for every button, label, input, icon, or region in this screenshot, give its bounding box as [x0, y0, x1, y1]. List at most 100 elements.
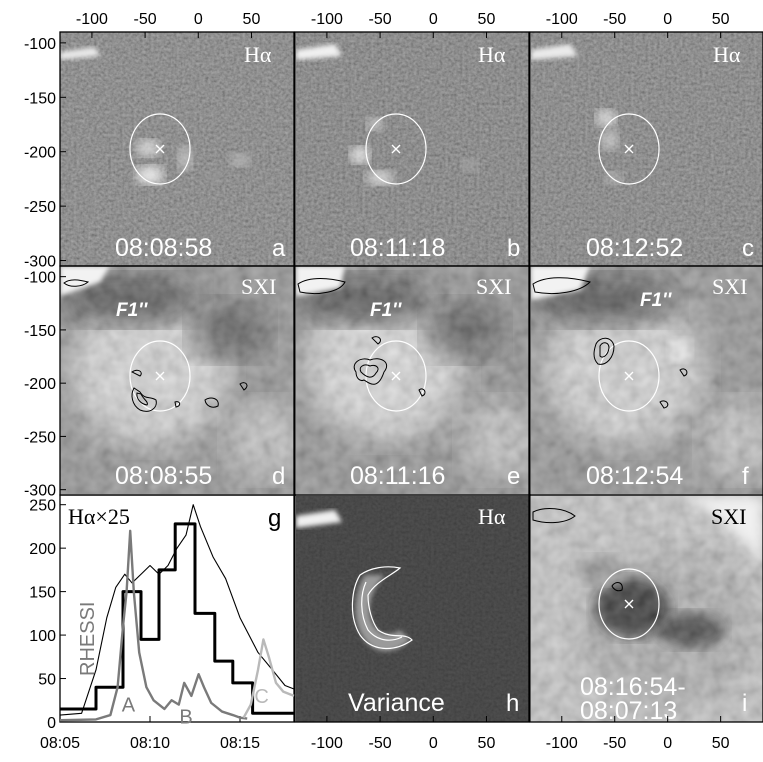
panel-i-sxi-difference	[531, 496, 763, 722]
ellipse-c	[598, 113, 660, 185]
bottom-tick-label: 50	[712, 735, 730, 752]
chart-y-tick-label: 100	[29, 628, 56, 645]
cross-e-icon	[391, 371, 401, 381]
panel-h-variance	[296, 496, 529, 722]
chart-y-tick-label: 50	[38, 672, 56, 689]
variance-contour-inner	[361, 581, 403, 641]
bottom-tick-label: -100	[311, 735, 343, 752]
panel-e-letter: e	[507, 463, 520, 490]
panel-h-letter: h	[506, 690, 519, 717]
cross-a-icon	[155, 144, 165, 154]
contour-d-flare-inner	[136, 392, 148, 406]
panel-b-type: Hα	[478, 42, 506, 67]
chart-y-tick-label: 200	[29, 541, 56, 558]
left-tick-label: -100	[24, 270, 56, 287]
ellipse-f	[598, 340, 660, 412]
cross-d-icon	[155, 371, 165, 381]
panel-c-letter: c	[742, 235, 754, 262]
chart-y-tick-label: 0	[47, 715, 56, 732]
chart-peak-label-b: B	[179, 707, 192, 729]
contour-d-small	[131, 369, 142, 377]
halpha-contours	[63, 277, 688, 592]
panel-e-type: SXI	[476, 274, 511, 299]
left-tick-label: -200	[24, 376, 56, 393]
bottom-tick-label: 0	[663, 735, 672, 752]
panel-d-sxi	[60, 266, 294, 494]
chart-peak-label-a: A	[122, 695, 136, 717]
chart-rhessi-label: RHESSI	[77, 602, 99, 676]
variance-contour-outer	[351, 566, 413, 650]
left-tick-label: -250	[24, 429, 56, 446]
contour-e-right	[418, 388, 426, 397]
panel-b-letter: b	[507, 235, 520, 262]
panel-g-letter: g	[268, 505, 281, 532]
axis-top: -100 -50 0 50 -100 -50 0 50 -100 -50 0 50	[76, 11, 730, 38]
panel-i-letter: i	[742, 690, 747, 717]
bottom-tick-label: 50	[478, 735, 496, 752]
ellipse-d	[129, 340, 191, 412]
contour-f-lower	[659, 400, 669, 409]
panel-f-type: SXI	[712, 274, 747, 299]
series-rhessi-line	[59, 529, 248, 722]
bottom-tick-label: -50	[369, 735, 392, 752]
cross-c-icon	[624, 144, 634, 154]
cross-f-icon	[624, 371, 634, 381]
bottom-tick-label: 0	[429, 735, 438, 752]
ellipse-a	[129, 113, 191, 185]
chart-x-tick-label: 08:15	[220, 735, 260, 752]
chart-y-tick-label: 250	[29, 498, 56, 515]
contour-e-flare-inner	[359, 364, 379, 378]
left-tick-label: -150	[24, 323, 56, 340]
panel-c-halpha	[531, 32, 763, 266]
left-tick-label: -100	[24, 36, 56, 53]
top-tick-label: 0	[429, 11, 438, 28]
panel-a-letter: a	[272, 235, 286, 262]
panel-d-time: 08:08:55	[115, 462, 212, 490]
top-tick-label: -50	[603, 11, 626, 28]
cross-i-icon	[624, 599, 634, 609]
contour-f-corner	[532, 277, 591, 295]
top-tick-label: 0	[194, 11, 203, 28]
panel-i-time2: 08:07:13	[580, 697, 677, 725]
panel-a-type: Hα	[244, 42, 272, 67]
contour-d-right	[204, 397, 219, 408]
ellipse-i	[598, 568, 660, 640]
top-tick-label: 50	[478, 11, 496, 28]
panel-b-time: 08:11:18	[350, 234, 445, 262]
left-tick-label: -300	[24, 254, 56, 271]
panel-a-halpha	[60, 32, 294, 266]
series-sxi-line	[59, 504, 295, 716]
panel-f-time: 08:12:54	[586, 462, 683, 490]
panel-d-letter: d	[272, 463, 285, 490]
contour-d-flare	[131, 387, 157, 412]
chart-y-tick-label: 150	[29, 585, 56, 602]
top-tick-label: 50	[243, 11, 261, 28]
left-tick-label: -300	[24, 483, 56, 500]
panel-f-feature: F1''	[640, 290, 673, 311]
top-tick-label: 0	[663, 11, 672, 28]
contour-d-corner	[63, 279, 90, 287]
bottom-tick-label: -100	[546, 735, 578, 752]
chart-ha-label: Hα×25	[68, 504, 130, 529]
panel-b-halpha	[296, 32, 529, 266]
panel-f-sxi	[531, 266, 763, 494]
contour-e-flare	[353, 358, 388, 385]
panel-a-time: 08:08:58	[115, 234, 212, 262]
axis-left: -100-150-200-250-300-100-150-200-250-300	[24, 36, 66, 500]
left-tick-label: -250	[24, 199, 56, 216]
chart-x-tick-label: 08:05	[40, 735, 80, 752]
contour-f-flare	[593, 337, 615, 365]
top-tick-label: -100	[311, 11, 343, 28]
cross-b-icon	[391, 144, 401, 154]
panel-e-feature: F1''	[370, 300, 403, 321]
contour-d-far	[239, 382, 248, 391]
series-rhessi-c-line	[242, 638, 295, 719]
series-h-25-line	[60, 522, 294, 715]
top-tick-label: -100	[546, 11, 578, 28]
top-tick-label: -100	[76, 11, 108, 28]
top-tick-label: 50	[712, 11, 730, 28]
light-curve-chart: 0 50 100 150 200 250 08:05 08:10 08:15 Hα×25 g RHES…	[29, 498, 295, 752]
panel-e-sxi	[296, 266, 529, 494]
contour-i-corner	[532, 508, 576, 524]
